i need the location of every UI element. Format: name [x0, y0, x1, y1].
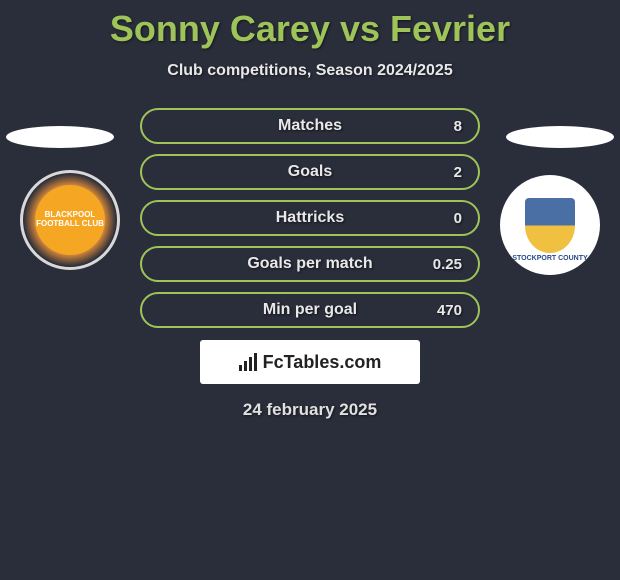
bar-chart-icon: [239, 353, 259, 371]
infographic-container: Sonny Carey vs Fevrier Club competitions…: [0, 0, 620, 420]
left-club-crest: BLACKPOOL FOOTBALL CLUB: [20, 170, 120, 270]
date-text: 24 february 2025: [0, 400, 620, 420]
badge-site-name: FcTables.com: [263, 352, 382, 373]
stats-list: Matches 8 Goals 2 Hattricks 0 Goals per …: [140, 108, 480, 328]
stat-row-min-per-goal: Min per goal 470: [140, 292, 480, 328]
stat-row-matches: Matches 8: [140, 108, 480, 144]
right-ellipse: [506, 126, 614, 148]
stat-label: Min per goal: [158, 301, 462, 319]
right-club-crest: STOCKPORT COUNTY: [500, 175, 600, 275]
left-crest-text: BLACKPOOL FOOTBALL CLUB: [35, 185, 105, 255]
stat-row-hattricks: Hattricks 0: [140, 200, 480, 236]
stat-value: 0: [454, 210, 462, 227]
stat-value: 0.25: [433, 256, 462, 273]
stat-label: Matches: [158, 117, 462, 135]
stat-value: 2: [454, 164, 462, 181]
stat-value: 470: [437, 302, 462, 319]
source-badge: FcTables.com: [200, 340, 420, 384]
left-ellipse: [6, 126, 114, 148]
stat-row-goals-per-match: Goals per match 0.25: [140, 246, 480, 282]
stat-label: Goals: [158, 163, 462, 181]
page-title: Sonny Carey vs Fevrier: [0, 8, 620, 50]
stat-row-goals: Goals 2: [140, 154, 480, 190]
subtitle: Club competitions, Season 2024/2025: [0, 62, 620, 80]
right-crest-shield: [525, 198, 575, 253]
stat-value: 8: [454, 118, 462, 135]
stat-label: Hattricks: [158, 209, 462, 227]
right-crest-banner: STOCKPORT COUNTY: [512, 255, 587, 262]
stat-label: Goals per match: [158, 255, 462, 273]
